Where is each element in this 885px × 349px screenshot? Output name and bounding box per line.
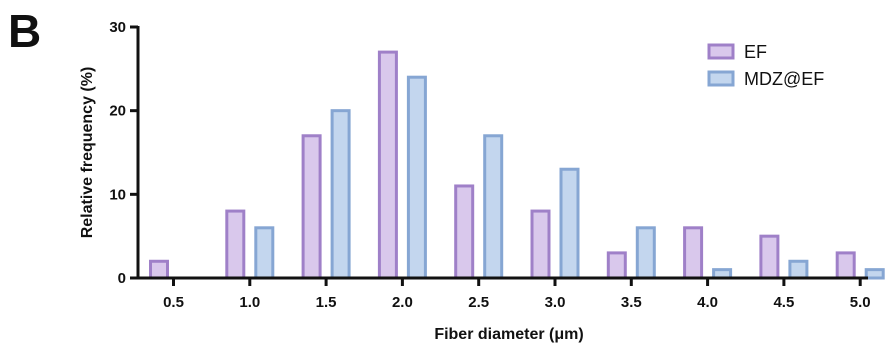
y-tick-label: 20 [109, 103, 126, 120]
bar-ef-3.0 [530, 209, 551, 280]
x-tick-label: 1.5 [316, 294, 337, 311]
y-ticks-group: 0 10 20 30 [109, 19, 138, 287]
bar-mdz-ef-1.5 [330, 109, 351, 280]
y-tick-label: 0 [118, 270, 126, 287]
x-tick-label: 0.5 [163, 294, 184, 311]
y-axis-title: Relative frequency (%) [79, 67, 96, 239]
bar-mdz-ef-2.0 [406, 75, 427, 280]
bar-mdz-ef-5.0 [864, 268, 885, 280]
bar-ef-1.0 [225, 209, 246, 280]
bar-ef-3.5 [606, 251, 627, 280]
bar-ef-4.0 [683, 226, 704, 280]
bar-ef-5.0 [835, 251, 856, 280]
y-tick-label: 30 [109, 19, 126, 36]
x-tick-label: 3.0 [545, 294, 566, 311]
legend-swatch-ef [707, 43, 735, 60]
bar-mdz-ef-1.0 [254, 226, 275, 280]
bars-group [149, 50, 885, 280]
x-ticks-group: 0.5 1.0 1.5 2.0 2.5 3.0 3.5 4.0 4.5 5.0 [163, 278, 871, 311]
panel-label: B [8, 5, 42, 57]
y-tick-label: 10 [109, 186, 126, 203]
bar-ef-2.0 [377, 50, 398, 280]
bar-ef-2.5 [454, 184, 475, 280]
bar-mdz-ef-4.5 [788, 259, 809, 280]
legend-swatch-mdz-ef [707, 70, 735, 87]
x-tick-label: 4.0 [697, 294, 718, 311]
x-tick-label: 2.5 [468, 294, 489, 311]
x-axis-title: Fiber diameter (μm) [434, 326, 583, 343]
bar-mdz-ef-3.5 [635, 226, 656, 280]
x-tick-label: 1.0 [239, 294, 260, 311]
bar-mdz-ef-3.0 [559, 167, 580, 280]
legend: EF MDZ@EF [707, 42, 824, 89]
x-tick-label: 2.0 [392, 294, 413, 311]
legend-label-mdz-ef: MDZ@EF [744, 69, 824, 89]
axes-group [136, 26, 868, 280]
bar-ef-4.5 [759, 234, 780, 280]
bar-ef-0.5 [149, 259, 169, 280]
bar-mdz-ef-2.5 [483, 134, 504, 280]
x-tick-label: 5.0 [850, 294, 871, 311]
x-tick-label: 4.5 [773, 294, 794, 311]
x-tick-label: 3.5 [621, 294, 642, 311]
legend-label-ef: EF [744, 42, 767, 62]
bar-ef-1.5 [301, 134, 322, 280]
